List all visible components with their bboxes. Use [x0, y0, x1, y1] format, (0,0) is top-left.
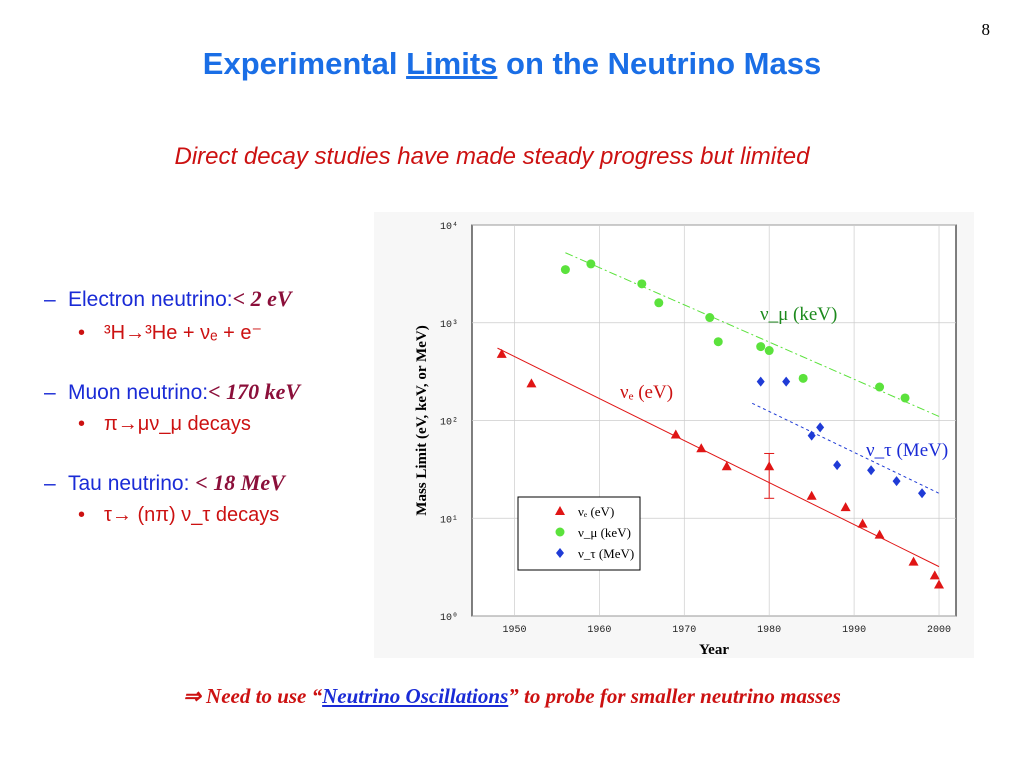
data-point-electron [696, 443, 707, 453]
data-point-muon [756, 342, 766, 352]
x-axis-title: Year [699, 642, 729, 658]
legend-label: ν_τ (MeV) [578, 546, 634, 561]
sub-bullet-pion-decay: • π→μν_μ decays [78, 413, 384, 436]
y-axis-title: Mass Limit (eV, keV, or MeV) [414, 325, 430, 515]
series-label: νₑ (eV) [620, 382, 673, 403]
chart-svg: 1950 1960 1970 1980 1990 2000 10⁰ 10¹ 10² 10³ 10⁴ Y… [414, 221, 957, 658]
legend-label: ν_μ (keV) [578, 525, 631, 540]
slide-number: 8 [981, 20, 991, 39]
x-tick-label: 1980 [757, 625, 781, 636]
neutrino-oscillations-link[interactable]: Neutrino Oscillations [322, 684, 509, 708]
sub-bullet-tritium-decay: • ³H→³He + νₑ + e⁻ [78, 320, 384, 345]
bullet-value: < 18 MeV [195, 470, 285, 495]
bullet-list: – Electron neutrino:< 2 eV • ³H→³He + νₑ +… [44, 286, 384, 527]
data-point-muon [900, 393, 910, 403]
footer-lead: Need to use “ [200, 684, 323, 708]
slide-subtitle: Direct decay studies have made steady pr… [174, 143, 810, 170]
sub-bullet-tau-decay: • τ→ (nπ) ν_τ decays [78, 504, 384, 527]
mass-limit-chart: 1950 1960 1970 1980 1990 2000 10⁰ 10¹ 10² 10³ 10⁴ Y… [374, 212, 974, 658]
dash-marker: – [44, 381, 56, 404]
data-point-tau [833, 460, 842, 471]
title-suffix: on the Neutrino Mass [497, 46, 822, 81]
data-point-electron [496, 348, 507, 358]
data-point-muon [798, 373, 808, 383]
sub-bullet-text: τ→ (nπ) ν_τ decays [104, 504, 280, 526]
y-tick-label: 10² [440, 418, 458, 429]
title-prefix: Experimental [202, 46, 407, 81]
y-tick-label: 10⁰ [440, 612, 458, 624]
legend-swatch [555, 506, 565, 515]
bullet-label: Muon neutrino: [68, 381, 209, 404]
footer-note: ⇒ Need to use “Neutrino Oscillations” to… [0, 684, 1024, 709]
slide-title: Experimental Limits on the Neutrino Mass [0, 46, 1024, 82]
x-tick-label: 1970 [672, 625, 696, 636]
footer-tail: ” to probe for smaller neutrino masses [508, 684, 841, 708]
series-label: ν_τ (MeV) [866, 440, 948, 461]
data-point-muon [654, 298, 664, 308]
data-point-electron [874, 529, 885, 539]
data-point-electron [721, 461, 732, 471]
bullet-tau-neutrino: – Tau neutrino: < 18 MeV [44, 470, 384, 496]
legend-swatch [556, 548, 564, 558]
data-point-electron [934, 579, 945, 589]
series-label: ν_μ (keV) [760, 304, 837, 325]
legend-swatch [555, 527, 565, 537]
sub-bullet-text: π→μν_μ decays [104, 413, 251, 435]
data-point-tau [918, 488, 927, 499]
data-point-electron [929, 570, 940, 580]
bullet-electron-neutrino: – Electron neutrino:< 2 eV [44, 286, 384, 312]
dot-marker: • [78, 413, 86, 435]
sub-bullet-text: ³H→³He + νₑ + e⁻ [104, 322, 263, 344]
legend-box [517, 496, 641, 571]
data-point-muon [875, 382, 885, 392]
data-point-electron [526, 378, 537, 388]
bullet-value: < 2 eV [232, 286, 292, 311]
y-tick-label: 10⁴ [440, 221, 458, 233]
y-tick-label: 10³ [440, 320, 458, 331]
dot-marker: • [78, 322, 86, 344]
implies-arrow-icon: ⇒ [183, 684, 201, 708]
x-tick-label: 1990 [842, 625, 866, 636]
data-point-muon [713, 337, 723, 347]
x-tick-label: 2000 [927, 625, 951, 636]
data-point-electron [908, 556, 919, 566]
data-point-muon [586, 259, 596, 269]
bullet-muon-neutrino: – Muon neutrino:< 170 keV [44, 379, 384, 405]
data-point-tau [782, 376, 791, 387]
dot-marker: • [78, 504, 86, 526]
x-tick-label: 1960 [587, 625, 611, 636]
data-point-muon [705, 313, 715, 323]
data-point-muon [637, 279, 647, 289]
data-point-electron [764, 461, 775, 471]
legend-label: νₑ (eV) [578, 504, 614, 519]
data-point-electron [670, 429, 681, 439]
bullet-value: < 170 keV [208, 379, 301, 404]
data-point-tau [867, 465, 876, 476]
dash-marker: – [44, 288, 56, 311]
data-point-tau [807, 430, 816, 441]
data-point-muon [764, 346, 774, 356]
data-point-electron [857, 518, 868, 528]
title-underlined-word: Limits [406, 46, 498, 81]
data-point-tau [756, 376, 765, 387]
dash-marker: – [44, 472, 56, 495]
data-point-tau [892, 476, 901, 487]
data-point-muon [560, 265, 570, 275]
data-point-tau [816, 422, 825, 433]
y-tick-label: 10¹ [440, 515, 458, 526]
trend-line [751, 402, 940, 494]
x-tick-label: 1950 [502, 625, 526, 636]
data-point-electron [840, 502, 851, 512]
data-point-electron [806, 490, 817, 500]
bullet-label: Electron neutrino: [68, 288, 233, 311]
bullet-label: Tau neutrino: [68, 472, 196, 495]
trend-line [497, 347, 940, 568]
